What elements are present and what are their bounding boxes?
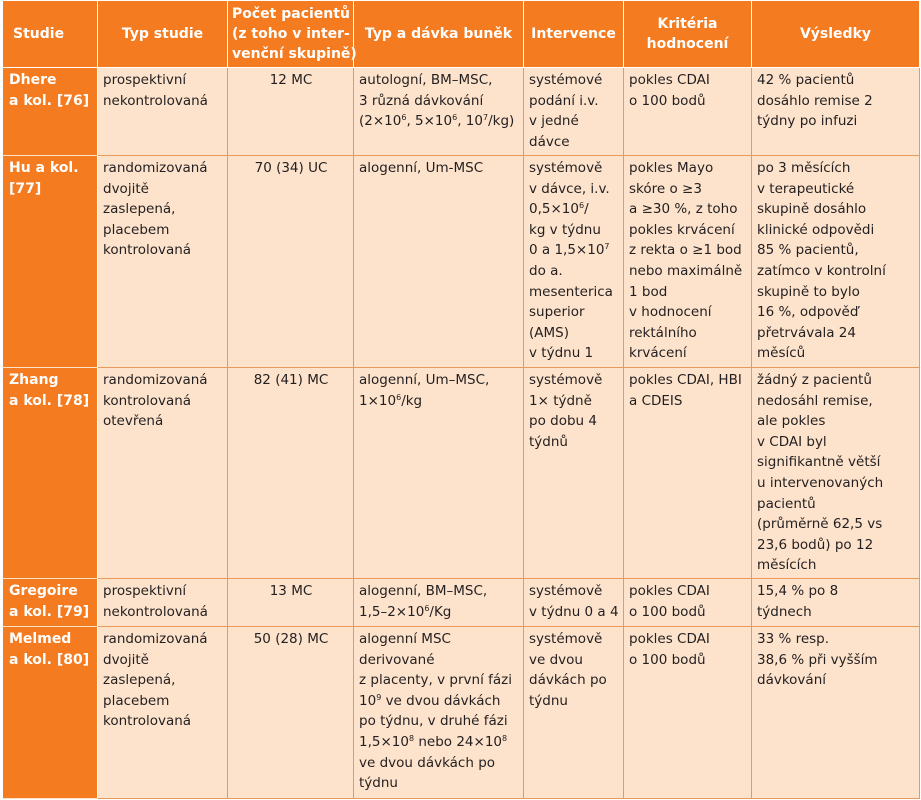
- patients-cell: 70 (34) UC: [227, 155, 354, 368]
- study-type-cell: randomizovaná dvojitě zaslepená, placebem ko…: [97, 155, 228, 368]
- intervention-cell: systémově 1× týdně po dobu 4 týdnů: [523, 367, 624, 579]
- patients-cell: 50 (28) MC: [227, 625, 354, 799]
- header-study-type: Typ studie: [97, 0, 228, 68]
- cells-cell: alogenní, Um-MSC: [353, 155, 524, 368]
- criteria-cell: pokles CDAI, HBI a CDEIS: [623, 367, 752, 579]
- results-cell: 15,4 % po 8 týdnech: [751, 577, 920, 627]
- study-name-cell: Hu a kol. [77]: [2, 155, 98, 368]
- study-name-cell: Dhere a kol. [76]: [2, 67, 98, 156]
- intervention-cell: systémově ve dvou dávkách po týdnu: [523, 625, 624, 799]
- study-type-cell: randomizovaná kontrolovaná otevřená: [97, 367, 228, 579]
- table-row: Gregoire a kol. [79] prospektivní nekontro…: [2, 577, 920, 627]
- criteria-cell: pokles CDAI o 100 bodů: [623, 577, 752, 627]
- results-cell: 42 % pacientů dosáhlo remise 2 týdny po in…: [751, 67, 920, 156]
- cells-cell: autologní, BM–MSC, 3 různá dávkování (2×…: [353, 67, 524, 156]
- patients-cell: 12 MC: [227, 67, 354, 156]
- table-row: Zhang a kol. [78] randomizovaná kontrolova…: [2, 367, 920, 579]
- table-row: Hu a kol. [77] randomizovaná dvojitě zaslep…: [2, 155, 920, 368]
- header-row: Studie Typ studie Počet pacientů (z toho …: [2, 0, 920, 68]
- study-type-cell: prospektivní nekontrolovaná: [97, 577, 228, 627]
- study-name-cell: Melmed a kol. [80]: [2, 625, 98, 799]
- results-cell: po 3 měsících v terapeutické skupině dosáh…: [751, 155, 920, 368]
- intervention-cell: systémové podání i.v. v jedné dávce: [523, 67, 624, 156]
- study-type-cell: prospektivní nekontrolovaná: [97, 67, 228, 156]
- patients-cell: 13 MC: [227, 577, 354, 627]
- cells-cell: alogenní MSC derivované z placenty, v pr…: [353, 625, 524, 799]
- header-patient-count: Počet pacientů (z toho v inter-venční sku…: [227, 0, 357, 68]
- intervention-cell: systémově v týdnu 0 a 4: [523, 577, 624, 627]
- cells-cell: alogenní, BM–MSC, 1,5–2×106/Kg: [353, 577, 524, 627]
- intervention-cell: systémově v dávce, i.v. 0,5×106/ kg v tý…: [523, 155, 624, 368]
- table-row: Dhere a kol. [76] prospektivní nekontrolov…: [2, 67, 920, 156]
- criteria-cell: pokles CDAI o 100 bodů: [623, 625, 752, 799]
- header-results: Výsledky: [751, 0, 920, 68]
- header-cell-type-dose: Typ a dávka buněk: [353, 0, 524, 68]
- table-row: Melmed a kol. [80] randomizovaná dvojitě za…: [2, 625, 920, 799]
- header-study: Studie: [2, 0, 98, 68]
- criteria-cell: pokles Mayo skóre o ≥3 a ≥30 %, z toho pokl…: [623, 155, 752, 368]
- header-intervention: Intervence: [523, 0, 624, 68]
- results-cell: 33 % resp. 38,6 % při vyšším dávkování: [751, 625, 920, 799]
- study-type-cell: randomizovaná dvojitě zaslepená, placebem ko…: [97, 625, 228, 799]
- criteria-cell: pokles CDAI o 100 bodů: [623, 67, 752, 156]
- header-criteria: Kritéria hodnocení: [623, 0, 752, 68]
- study-name-cell: Zhang a kol. [78]: [2, 367, 98, 579]
- study-name-cell: Gregoire a kol. [79]: [2, 577, 98, 627]
- patients-cell: 82 (41) MC: [227, 367, 354, 579]
- results-cell: žádný z pacientů nedosáhl remise, ale pokl…: [751, 367, 920, 579]
- cells-cell: alogenní, Um–MSC, 1×106/kg: [353, 367, 524, 579]
